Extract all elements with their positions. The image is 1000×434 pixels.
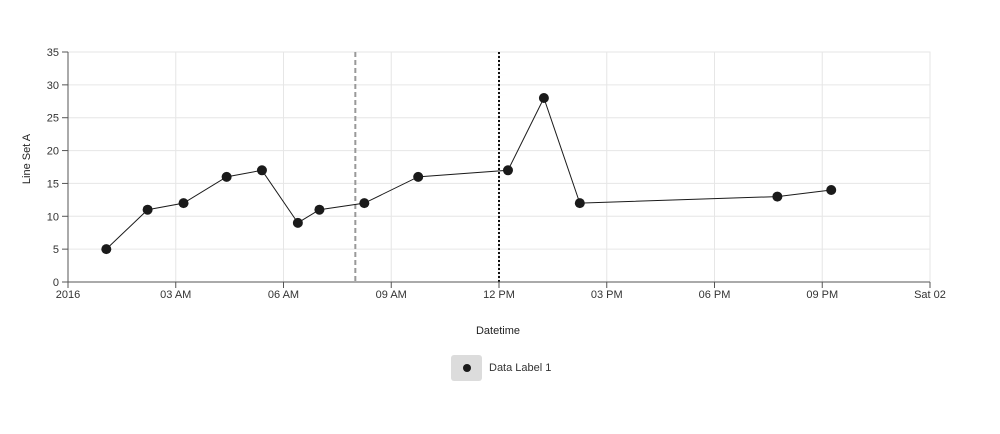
- data-point: [292, 217, 303, 228]
- y-tick-label: 25: [47, 113, 59, 125]
- y-tick-label: 10: [47, 211, 59, 223]
- legend-label: Data Label 1: [489, 362, 552, 374]
- legend-swatch[interactable]: [451, 355, 482, 381]
- y-tick-label: 15: [47, 178, 59, 190]
- data-point: [502, 165, 513, 176]
- data-point: [413, 171, 424, 182]
- y-tick-label: 5: [53, 244, 59, 256]
- x-axis-ticks: 2016 03 AM 06 AM 09 AM 12 PM 03 PM 06 PM 09 PM S…: [56, 282, 946, 301]
- data-point: [178, 198, 189, 209]
- x-tick-label: 03 AM: [160, 289, 191, 301]
- legend: Data Label 1: [451, 355, 551, 381]
- y-tick-label: 30: [47, 80, 59, 92]
- data-point: [221, 171, 232, 182]
- x-tick-label: Sat 02: [914, 289, 946, 301]
- data-point: [142, 204, 153, 215]
- x-tick-label: 09 PM: [806, 289, 838, 301]
- data-point: [314, 204, 325, 215]
- data-point: [101, 244, 112, 255]
- data-point: [359, 198, 370, 209]
- y-tick-label: 0: [53, 277, 59, 289]
- x-tick-label: 03 PM: [591, 289, 623, 301]
- x-tick-label: 06 PM: [699, 289, 731, 301]
- x-axis-title: Datetime: [476, 325, 520, 337]
- x-tick-label: 09 AM: [376, 289, 407, 301]
- data-point: [256, 165, 267, 176]
- x-tick-label: 2016: [56, 289, 80, 301]
- grid: [67, 51, 931, 283]
- x-tick-label: 12 PM: [483, 289, 515, 301]
- series-line: [105, 96, 832, 250]
- y-tick-label: 35: [47, 47, 59, 59]
- y-axis-title: Line Set A: [21, 133, 33, 184]
- series: [101, 93, 837, 255]
- x-tick-label: 06 AM: [268, 289, 299, 301]
- data-point: [574, 198, 585, 209]
- legend-marker: [462, 364, 471, 372]
- data-point: [826, 185, 837, 195]
- y-axis-ticks: 0 5 10 15 20 25 30 35: [47, 47, 68, 289]
- data-point: [772, 191, 783, 202]
- y-tick-label: 20: [47, 146, 59, 158]
- reference-lines: [354, 52, 500, 282]
- data-point: [538, 93, 549, 103]
